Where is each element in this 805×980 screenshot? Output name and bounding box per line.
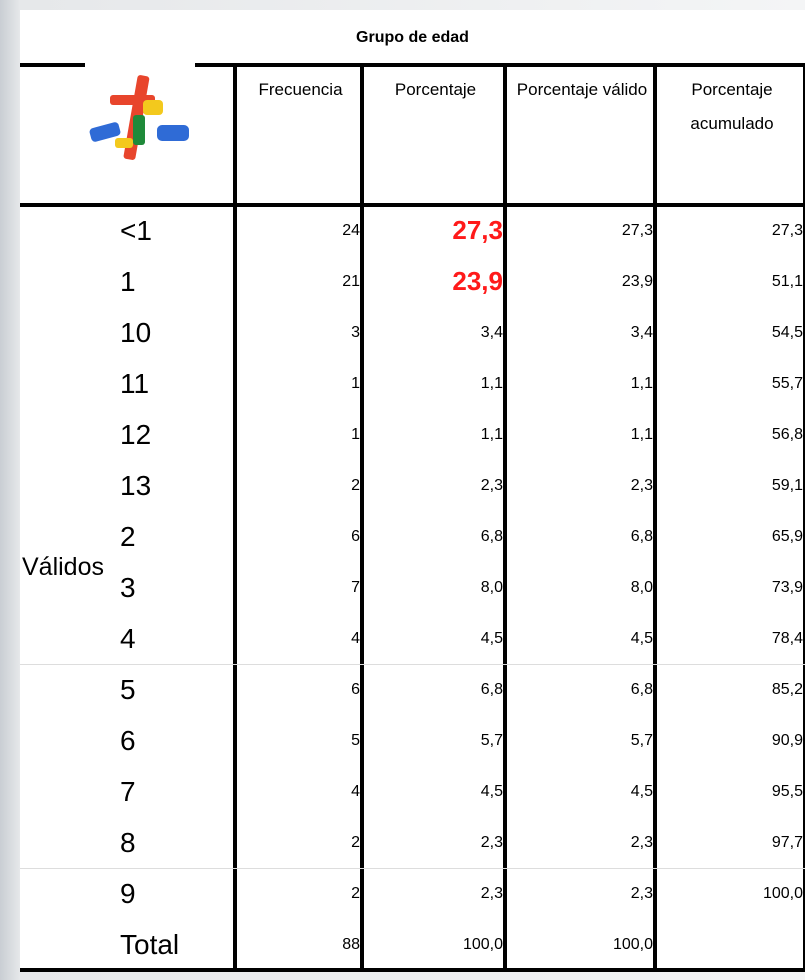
header-rule	[20, 63, 85, 67]
cell-value: 2,3	[630, 476, 653, 494]
toy-icon	[89, 75, 189, 160]
row-label: 3	[120, 571, 136, 603]
cell-value: 2,3	[480, 476, 503, 494]
cell-value: 3,4	[480, 323, 503, 341]
cell-value: 78,4	[771, 629, 803, 647]
column-header: Porcentaje acumulado	[690, 80, 774, 133]
column-rule	[653, 65, 657, 970]
column-rule	[360, 65, 364, 970]
cell-value: 100,0	[462, 935, 503, 953]
cell-value: 6	[351, 680, 360, 698]
cell-value: 54,5	[771, 323, 803, 341]
cell-value: 97,7	[771, 833, 803, 851]
cell-value: 65,9	[771, 527, 803, 545]
row-label: <1	[120, 214, 152, 246]
cell-value: 95,5	[771, 782, 803, 800]
cell-value: 8,0	[480, 578, 503, 596]
cell-value: 1,1	[480, 425, 503, 443]
cell-value: 21	[342, 272, 360, 290]
bottom-rule	[20, 968, 805, 972]
cell-value: 6,8	[630, 680, 653, 698]
cell-value: 2	[351, 884, 360, 902]
cell-value: 7	[351, 578, 360, 596]
row-label: 1	[120, 265, 136, 297]
row-label: 11	[120, 367, 150, 399]
cell-value: 4	[351, 629, 360, 647]
column-header: Porcentaje	[394, 80, 477, 99]
column-header: Porcentaje válido	[516, 80, 648, 99]
row-label: 10	[120, 316, 152, 348]
cell-value: 23,9	[452, 266, 503, 296]
cell-value: 27,3	[452, 215, 503, 245]
cell-value: 1,1	[630, 425, 653, 443]
cell-value: 23,9	[621, 272, 653, 290]
cell-value: 4,5	[630, 782, 653, 800]
cell-value: 59,1	[771, 476, 803, 494]
cell-value: 27,3	[771, 221, 803, 239]
column-rule	[803, 65, 805, 970]
cell-value: 1	[351, 374, 360, 392]
row-label: 12	[120, 418, 152, 450]
header-rule	[195, 63, 805, 67]
cell-value: 2,3	[630, 884, 653, 902]
cell-value: 27,3	[621, 221, 653, 239]
light-rule	[20, 664, 805, 665]
cell-value: 1,1	[630, 374, 653, 392]
cell-value: 4	[351, 782, 360, 800]
cell-value: 2	[351, 476, 360, 494]
row-label: 13	[120, 469, 152, 501]
row-label: 5	[120, 673, 136, 705]
light-rule	[20, 868, 805, 869]
row-label: 4	[120, 622, 136, 654]
cell-value: 88	[342, 935, 360, 953]
cell-value: 5,7	[630, 731, 653, 749]
column-rule	[233, 65, 237, 970]
row-label: 7	[120, 775, 136, 807]
cell-value: 2,3	[480, 884, 503, 902]
table-body	[20, 65, 805, 970]
row-label: 6	[120, 724, 136, 756]
cell-value: 56,8	[771, 425, 803, 443]
cell-value: 1,1	[480, 374, 503, 392]
cell-value: 5,7	[480, 731, 503, 749]
table-title: Grupo de edad	[20, 10, 805, 65]
cell-value: 2,3	[480, 833, 503, 851]
cell-value: 3,4	[630, 323, 653, 341]
cell-value: 73,9	[771, 578, 803, 596]
cell-value: 2,3	[630, 833, 653, 851]
cell-value: 51,1	[771, 272, 803, 290]
row-label: 8	[120, 826, 136, 858]
cell-value: 5	[351, 731, 360, 749]
column-header: Frecuencia	[258, 80, 343, 99]
row-label: Total	[120, 928, 180, 960]
cell-value: 100,0	[762, 884, 803, 902]
column-rule	[503, 65, 507, 970]
cell-value: 6,8	[480, 680, 503, 698]
cell-value: 6	[351, 527, 360, 545]
cell-value: 2	[351, 833, 360, 851]
cell-value: 8,0	[630, 578, 653, 596]
cell-value: 3	[351, 323, 360, 341]
cell-value: 4,5	[630, 629, 653, 647]
cell-value: 4,5	[480, 782, 503, 800]
cell-value: 90,9	[771, 731, 803, 749]
cell-value: 100,0	[612, 935, 653, 953]
cell-value: 6,8	[630, 527, 653, 545]
cell-value: 85,2	[771, 680, 803, 698]
cell-value: 55,7	[771, 374, 803, 392]
row-label: 9	[120, 877, 136, 909]
row-label: 2	[120, 520, 136, 552]
cell-value: 1	[351, 425, 360, 443]
cell-value: 4,5	[480, 629, 503, 647]
cell-value: 24	[342, 221, 360, 239]
row-group-label: Válidos	[22, 553, 104, 581]
cell-value: 6,8	[480, 527, 503, 545]
body-rule	[20, 203, 805, 207]
